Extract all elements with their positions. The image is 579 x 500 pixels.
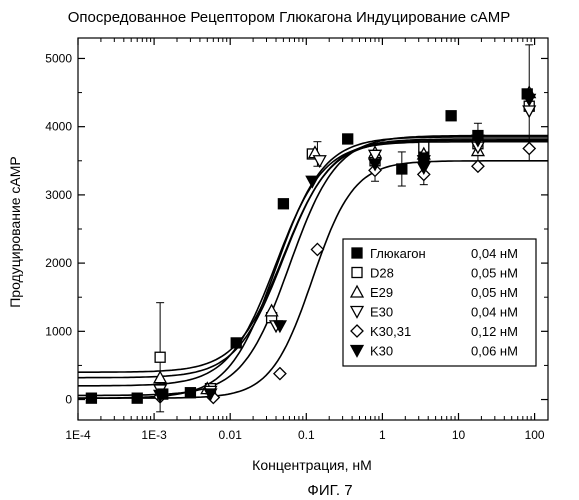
x-tick-label: 1 xyxy=(379,428,386,442)
data-point xyxy=(314,156,326,167)
data-point xyxy=(86,393,96,403)
figure-caption: ФИГ. 7 xyxy=(307,482,352,499)
legend-series-name: Глюкагон xyxy=(370,246,426,261)
x-tick-label: 10 xyxy=(452,428,466,442)
data-point xyxy=(472,160,484,172)
data-point xyxy=(278,199,288,209)
x-axis-label: Концентрация, нМ xyxy=(252,457,372,473)
legend-ec50-value: 0,05 нМ xyxy=(471,285,518,300)
y-tick-label: 0 xyxy=(65,393,72,407)
x-tick-label: 0.1 xyxy=(298,428,315,442)
data-point xyxy=(158,389,168,399)
y-tick-label: 2000 xyxy=(45,256,72,270)
legend-ec50-value: 0,04 нМ xyxy=(471,305,518,320)
data-point xyxy=(523,143,535,155)
data-point xyxy=(155,352,165,362)
y-tick-label: 5000 xyxy=(45,51,72,65)
data-point xyxy=(185,388,195,398)
x-tick-label: 100 xyxy=(525,428,545,442)
y-tick-label: 3000 xyxy=(45,188,72,202)
x-tick-label: 0.01 xyxy=(219,428,243,442)
data-point xyxy=(446,111,456,121)
data-point xyxy=(419,153,429,163)
x-tick-label: 1E-3 xyxy=(141,428,167,442)
y-tick-label: 1000 xyxy=(45,324,72,338)
legend-marker xyxy=(352,248,362,258)
legend-series-name: E30 xyxy=(370,305,393,320)
legend-ec50-value: 0,05 нМ xyxy=(471,266,518,281)
data-point xyxy=(343,134,353,144)
data-point xyxy=(397,164,407,174)
y-axis-label: Продуцирование cAMP xyxy=(7,156,23,308)
x-tick-label: 1E-4 xyxy=(65,428,91,442)
legend-series-name: K30,31 xyxy=(370,324,411,339)
y-tick-label: 4000 xyxy=(45,120,72,134)
legend-series-name: D28 xyxy=(370,266,394,281)
data-point xyxy=(132,393,142,403)
legend-series-name: K30 xyxy=(370,344,393,359)
legend-marker xyxy=(352,268,362,278)
legend-ec50-value: 0,04 нМ xyxy=(471,246,518,261)
data-point xyxy=(266,305,278,316)
legend-ec50-value: 0,12 нМ xyxy=(471,324,518,339)
legend: Глюкагон 0,04 нМ D28 0,05 нМ E29 0,05 нМ E30 0,… xyxy=(343,239,536,366)
legend-series-name: E29 xyxy=(370,285,393,300)
chart-title: Опосредованное Рецептором Глюкагона Инду… xyxy=(68,9,511,26)
legend-ec50-value: 0,06 нМ xyxy=(471,344,518,359)
data-point xyxy=(274,368,286,380)
data-point xyxy=(473,131,483,141)
data-point xyxy=(522,89,532,99)
data-point xyxy=(231,338,241,348)
